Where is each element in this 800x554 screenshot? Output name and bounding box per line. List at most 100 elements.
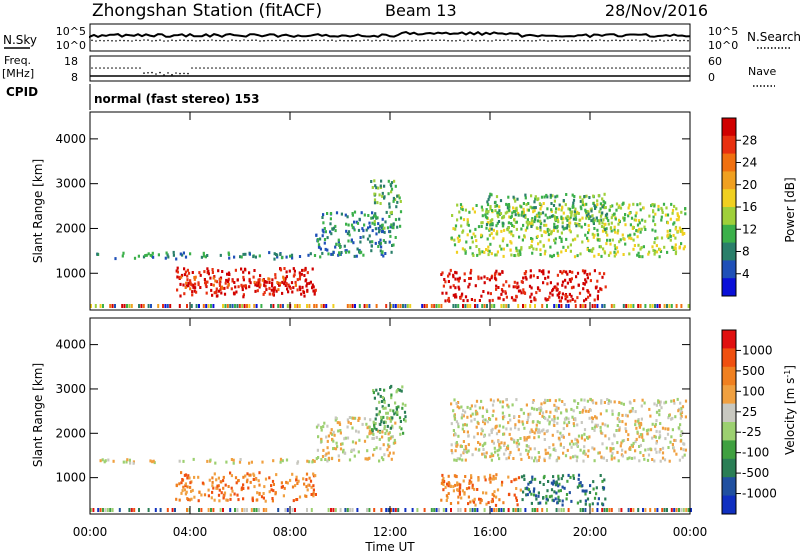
echo-cell — [479, 442, 482, 446]
echo-cell — [653, 252, 656, 256]
echo-cell — [514, 426, 517, 430]
nsearch-point — [203, 39, 205, 42]
colorbar-tick-label: -100 — [742, 446, 769, 460]
echo-cell — [329, 230, 332, 234]
echo-cell — [524, 487, 527, 491]
echo-cell — [633, 218, 636, 222]
echo-cell — [562, 269, 565, 273]
echo-cell — [580, 421, 583, 424]
echo-cell — [518, 235, 521, 239]
echo-cell — [629, 409, 632, 413]
echo-cell — [676, 214, 679, 218]
nsearch-point — [595, 39, 597, 42]
echo-cell — [455, 250, 459, 254]
echo-cell — [504, 211, 507, 215]
echo-cell — [381, 223, 384, 227]
echo-cell — [519, 508, 522, 512]
echo-cell — [530, 406, 534, 410]
echo-cell — [657, 400, 660, 404]
echo-cell — [555, 491, 558, 495]
echo-cell — [681, 230, 684, 234]
xtick-label: 00:00 — [673, 525, 708, 539]
echo-cell — [596, 228, 599, 232]
nsearch-point — [551, 40, 553, 42]
echo-cell — [660, 206, 663, 210]
nave-point — [343, 67, 345, 69]
nave-point — [627, 67, 629, 69]
echo-cell — [632, 238, 635, 242]
echo-cell — [294, 304, 296, 308]
colorbar-tick-label: -500 — [742, 466, 769, 480]
echo-cell — [568, 221, 571, 225]
echo-cell — [613, 228, 616, 232]
nave-point — [179, 72, 181, 75]
echo-cell — [223, 292, 227, 296]
echo-cell — [234, 304, 236, 308]
echo-cell — [525, 220, 528, 224]
echo-cell — [380, 456, 384, 460]
nave-point — [183, 72, 185, 75]
echo-cell — [321, 455, 325, 458]
echo-cell — [285, 480, 288, 484]
echo-cell — [448, 482, 451, 486]
echo-cell — [271, 284, 274, 288]
nave-point — [527, 67, 529, 69]
echo-cell — [186, 278, 189, 282]
echo-cell — [346, 418, 349, 422]
echo-cell — [615, 202, 619, 206]
echo-cell — [621, 454, 624, 458]
echo-cell — [504, 448, 507, 452]
echo-cell — [647, 453, 651, 457]
echo-cell — [530, 456, 533, 460]
echo-cell — [455, 402, 458, 405]
echo-cell — [341, 442, 344, 446]
echo-cell — [567, 421, 571, 424]
echo-cell — [496, 398, 500, 402]
echo-cell — [391, 424, 394, 428]
echo-cell — [399, 420, 402, 423]
echo-cell — [605, 409, 608, 413]
echo-cell — [573, 399, 576, 403]
echo-cell — [584, 269, 587, 273]
echo-cell — [575, 224, 578, 228]
echo-cell — [604, 423, 607, 427]
echo-cell — [268, 476, 271, 480]
echo-cell — [370, 249, 373, 253]
echo-cell — [441, 479, 444, 483]
echo-cell — [264, 280, 267, 283]
nave-point — [659, 67, 661, 69]
echo-cell — [393, 179, 396, 183]
echo-cell — [166, 508, 169, 512]
echo-cell — [399, 200, 402, 203]
echo-cell — [332, 226, 336, 230]
nsearch-point — [507, 39, 509, 41]
echo-cell — [554, 399, 557, 403]
echo-cell — [466, 405, 469, 409]
echo-cell — [572, 417, 576, 421]
echo-cell — [476, 412, 479, 416]
nave-point — [647, 67, 649, 69]
echo-cell — [317, 435, 320, 439]
echo-cell — [235, 481, 238, 485]
echo-cell — [573, 424, 576, 428]
nave-point — [311, 67, 313, 69]
nsearch-point — [407, 39, 409, 42]
echo-cell — [615, 246, 619, 250]
echo-cell — [534, 508, 536, 512]
echo-cell — [381, 396, 385, 399]
echo-cell — [465, 487, 469, 491]
echo-cell — [370, 216, 373, 220]
echo-cell — [519, 437, 522, 440]
echo-cell — [272, 290, 275, 294]
echo-cell — [375, 436, 378, 439]
echo-cell — [362, 229, 365, 233]
echo-cell — [493, 304, 496, 308]
echo-cell — [546, 508, 548, 512]
echo-cell — [606, 508, 608, 512]
echo-cell — [673, 438, 676, 442]
echo-cell — [673, 221, 676, 225]
nsearch-point — [191, 39, 193, 42]
echo-cell — [502, 247, 505, 251]
echo-cell — [490, 274, 494, 278]
echo-cell — [240, 488, 243, 492]
